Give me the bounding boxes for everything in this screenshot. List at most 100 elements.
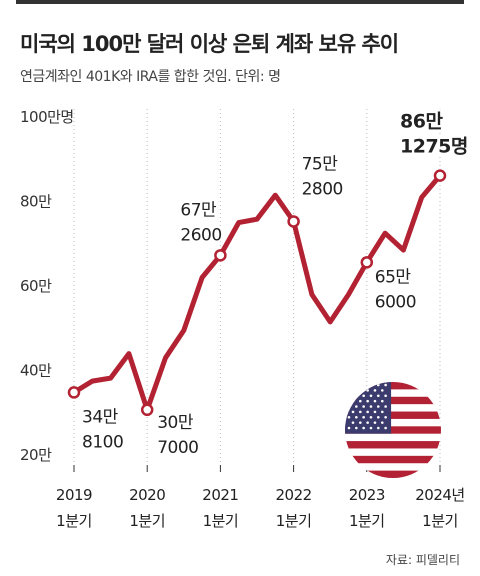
data-label: 7000 <box>157 438 198 458</box>
flag-stripe <box>345 389 441 398</box>
data-point <box>214 249 227 262</box>
flag-star <box>384 394 387 398</box>
top-rule <box>16 0 464 4</box>
x-tick-quarter: 1분기 <box>349 512 385 530</box>
flag-stripe <box>345 382 441 390</box>
data-labels-layer: 34만 8100 30만 7000 67만 2600 75만 2800 65만 6000 86만 12… <box>80 109 470 460</box>
flag-star <box>351 421 355 424</box>
x-tick-quarter: 1분기 <box>56 512 92 530</box>
flag-star <box>362 383 365 387</box>
x-tick-year: 2021 <box>202 486 238 504</box>
flag-star <box>384 405 387 408</box>
data-point <box>360 256 374 269</box>
x-tick-year: 2024년 <box>415 486 464 504</box>
flag-star <box>351 389 355 392</box>
data-label: 8100 <box>82 432 123 452</box>
x-tick-quarter: 1분기 <box>129 512 165 530</box>
flag-star <box>355 405 358 408</box>
x-tick-quarter: 1분기 <box>276 512 312 530</box>
flag-stripe <box>345 455 441 464</box>
flag-star <box>369 383 373 387</box>
flag-star <box>373 399 377 403</box>
flag-star <box>380 399 384 403</box>
flag-star <box>376 383 380 387</box>
flag-star <box>366 389 369 392</box>
flag-star <box>355 383 358 387</box>
source-note: 자료: 피델리티 <box>385 553 460 567</box>
data-label: 67만 <box>180 200 217 220</box>
x-tick-year: 2019 <box>56 486 92 504</box>
data-point <box>67 386 81 399</box>
flag-body <box>345 382 441 478</box>
x-tick-labels: 2019 1분기 2020 1분기 2021 1분기 2022 1분기 2023 1분기 2024년… <box>56 486 465 530</box>
y-tick-label: 100만명 <box>20 108 74 126</box>
flag-star <box>380 421 384 424</box>
flag-star <box>355 415 358 419</box>
flag-star <box>359 410 362 414</box>
y-tick-labels: 20만 40만 60만 80만 100만명 <box>20 108 74 464</box>
flag-star <box>347 405 351 408</box>
flag-stripe <box>345 463 441 472</box>
flag-star <box>351 399 355 403</box>
y-tick-label: 80만 <box>20 193 52 211</box>
flag-star <box>366 421 369 424</box>
flag-stripe <box>345 441 441 449</box>
flag-star <box>347 394 351 398</box>
flag-star <box>362 405 365 408</box>
flag-star <box>373 421 377 424</box>
flag-star <box>384 415 387 419</box>
data-point <box>433 169 447 182</box>
flag-stripe <box>345 404 441 413</box>
flag-star <box>362 426 365 430</box>
data-label: 65만 <box>375 267 412 287</box>
flag-star <box>347 383 351 387</box>
y-tick-label: 20만 <box>20 446 52 464</box>
x-tick-quarter: 1분기 <box>203 512 239 530</box>
flag-star <box>347 415 351 419</box>
flag-star <box>362 415 365 419</box>
flag-star <box>355 426 358 430</box>
flag-star <box>366 410 369 414</box>
data-label: 34만 <box>82 407 119 427</box>
flag-star <box>380 389 384 392</box>
flag-star <box>384 383 387 387</box>
chart-subtitle: 연금계좌인 401K와 IRA를 합한 것임. 단위: 명 <box>20 69 281 85</box>
data-label: 2800 <box>302 179 343 199</box>
flag-star <box>369 426 373 430</box>
chart-title: 미국의 100만 달러 이상 은퇴 계좌 보유 추이 <box>20 32 399 56</box>
data-label: 30만 <box>157 413 194 433</box>
flag-star <box>384 426 387 430</box>
flag-stripe <box>345 470 441 478</box>
series-line-layer <box>71 173 443 413</box>
flag-stripe <box>345 396 441 405</box>
data-label: 2600 <box>180 225 221 245</box>
y-tick-label: 40만 <box>20 362 52 380</box>
flag-star <box>359 421 362 424</box>
y-tick-label: 60만 <box>20 277 52 295</box>
flag-stripe <box>345 418 441 427</box>
flag-stripe <box>345 448 441 457</box>
data-label: 6000 <box>375 292 416 312</box>
flag-star <box>373 389 377 392</box>
flag-star <box>359 399 362 403</box>
flag-star <box>376 405 380 408</box>
flag-star <box>373 410 377 414</box>
x-tick-year: 2022 <box>276 486 312 504</box>
series-line <box>71 173 443 413</box>
flag-star <box>369 405 373 408</box>
us-flag-icon <box>345 382 441 478</box>
x-tick-year: 2020 <box>129 486 165 504</box>
flag-star <box>359 389 362 392</box>
data-label: 1275명 <box>400 136 468 158</box>
flag-stripe <box>345 433 441 442</box>
flag-star <box>366 399 369 403</box>
flag-star <box>380 410 384 414</box>
data-point <box>140 403 154 417</box>
flag-stripe <box>345 411 441 420</box>
data-label: 86만 <box>400 111 443 133</box>
data-points-layer <box>67 169 447 417</box>
flag-star <box>369 394 373 398</box>
x-tick-quarter: 1분기 <box>422 512 458 530</box>
